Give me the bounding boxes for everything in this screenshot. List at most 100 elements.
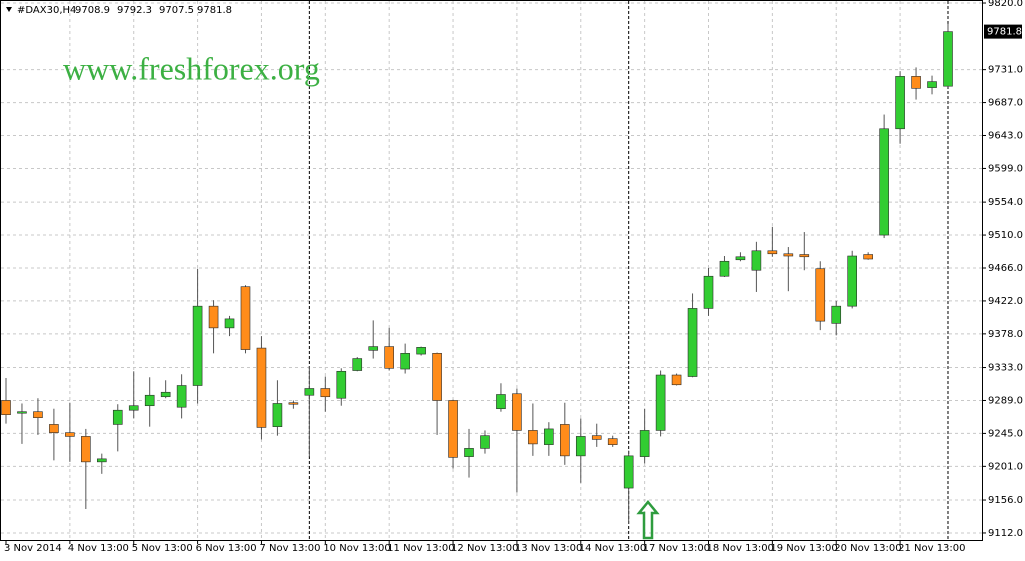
price-label-box bbox=[984, 24, 1022, 39]
candles bbox=[1, 23, 953, 524]
x-tick-label: 4 Nov 13:00 bbox=[68, 543, 129, 554]
candle-body bbox=[655, 374, 666, 431]
chart-title: #DAX30,H4 bbox=[17, 5, 76, 16]
candle-body bbox=[607, 438, 618, 445]
candle-body bbox=[368, 346, 379, 351]
candle-body bbox=[224, 318, 235, 329]
candle-body bbox=[1, 400, 11, 415]
candle-body bbox=[288, 402, 299, 405]
candle-body bbox=[400, 353, 410, 370]
candle-body bbox=[671, 374, 682, 386]
x-tick-label: 21 Nov 13:00 bbox=[898, 543, 965, 554]
arrow-marker bbox=[636, 500, 660, 540]
x-tick-label: 10 Nov 13:00 bbox=[323, 543, 390, 554]
candle-body bbox=[256, 347, 267, 428]
candle-body bbox=[272, 403, 283, 427]
candle-body bbox=[560, 424, 570, 457]
candle-body bbox=[384, 346, 394, 369]
candle-body bbox=[336, 370, 347, 399]
x-tick-label: 5 Nov 13:00 bbox=[132, 543, 193, 554]
candle-body bbox=[208, 305, 219, 329]
y-tick-label: 9289.0 bbox=[988, 395, 1023, 406]
candle-body bbox=[33, 411, 43, 418]
candle-body bbox=[544, 428, 554, 445]
candle-body bbox=[320, 388, 331, 398]
x-tick-label: 6 Nov 13:00 bbox=[196, 543, 257, 554]
candle-body bbox=[799, 254, 810, 258]
candle-body bbox=[831, 305, 842, 324]
candle-body bbox=[496, 394, 506, 410]
x-tick-label: 11 Nov 13:00 bbox=[387, 543, 454, 554]
y-tick-label: 9687.0 bbox=[988, 98, 1023, 109]
candle-body bbox=[144, 394, 155, 407]
x-tick-label: 3 Nov 2014 bbox=[4, 543, 62, 554]
y-tick-label: 9510.0 bbox=[988, 230, 1023, 241]
candle-body bbox=[352, 358, 363, 371]
candle-body bbox=[49, 424, 59, 433]
x-tick-label: 12 Nov 13:00 bbox=[451, 543, 518, 554]
candle-body bbox=[863, 254, 873, 260]
candle-body bbox=[575, 436, 586, 457]
candle-body bbox=[160, 391, 171, 398]
y-tick-label: 9599.0 bbox=[988, 163, 1023, 174]
y-tick-label: 9156.0 bbox=[988, 495, 1023, 506]
candle-body bbox=[943, 31, 953, 87]
candle-body bbox=[815, 268, 826, 322]
price-label: 9781.8 bbox=[987, 27, 1022, 38]
y-tick-label: 9201.0 bbox=[988, 461, 1023, 472]
y-tick-label: 9422.0 bbox=[988, 296, 1023, 307]
last-low: 9707.5 bbox=[159, 5, 194, 16]
candle-body bbox=[783, 253, 794, 257]
candle-body bbox=[719, 260, 730, 277]
candle-body bbox=[751, 250, 762, 271]
y-tick-label: 9112.0 bbox=[988, 528, 1023, 539]
candle-body bbox=[512, 393, 522, 431]
y-tick-label: 9378.0 bbox=[988, 329, 1023, 340]
candle-body bbox=[416, 347, 426, 355]
candle-body bbox=[240, 286, 251, 350]
watermark: www.freshforex.org bbox=[63, 50, 320, 86]
x-tick-label: 7 Nov 13:00 bbox=[259, 543, 320, 554]
x-tick-label: 14 Nov 13:00 bbox=[579, 543, 646, 554]
candle-body bbox=[192, 305, 203, 386]
candle-body bbox=[128, 405, 139, 411]
candle-body bbox=[17, 411, 27, 414]
candle-body bbox=[432, 353, 442, 401]
candle-body bbox=[176, 385, 187, 408]
candle-body bbox=[112, 409, 123, 425]
candle-body bbox=[879, 128, 889, 236]
candle-body bbox=[623, 455, 634, 489]
y-tick-label: 9820.0 bbox=[988, 0, 1023, 9]
y-tick-label: 9554.0 bbox=[988, 197, 1023, 208]
candle-body bbox=[703, 275, 714, 309]
y-tick-label: 9466.0 bbox=[988, 263, 1023, 274]
x-tick-label: 19 Nov 13:00 bbox=[770, 543, 837, 554]
candle-body bbox=[65, 432, 75, 437]
candle-body bbox=[464, 448, 474, 457]
candle-body bbox=[591, 435, 602, 440]
y-tick-label: 9643.0 bbox=[988, 131, 1023, 142]
candle-body bbox=[480, 435, 490, 449]
candle-body bbox=[304, 388, 315, 396]
candle-body bbox=[639, 430, 650, 457]
last-close: 9781.8 bbox=[197, 5, 232, 16]
candle-body bbox=[528, 430, 538, 445]
candle-body bbox=[81, 436, 91, 463]
y-tick-label: 9333.0 bbox=[988, 363, 1023, 374]
x-tick-label: 13 Nov 13:00 bbox=[515, 543, 582, 554]
symbol-icon bbox=[6, 7, 12, 12]
candle-body bbox=[927, 81, 937, 88]
x-tick-label: 20 Nov 13:00 bbox=[834, 543, 901, 554]
candle-body bbox=[911, 76, 921, 89]
x-tick-label: 17 Nov 13:00 bbox=[643, 543, 710, 554]
y-tick-label: 9245.0 bbox=[988, 428, 1023, 439]
candle-body bbox=[448, 400, 458, 458]
candle-body bbox=[767, 250, 778, 255]
candle-body bbox=[847, 255, 857, 307]
candle-body bbox=[96, 458, 107, 463]
candle-body bbox=[895, 76, 905, 130]
x-tick-label: 18 Nov 13:00 bbox=[707, 543, 774, 554]
y-tick-label: 9731.0 bbox=[988, 65, 1023, 76]
last-open: 9708.9 bbox=[75, 5, 110, 16]
